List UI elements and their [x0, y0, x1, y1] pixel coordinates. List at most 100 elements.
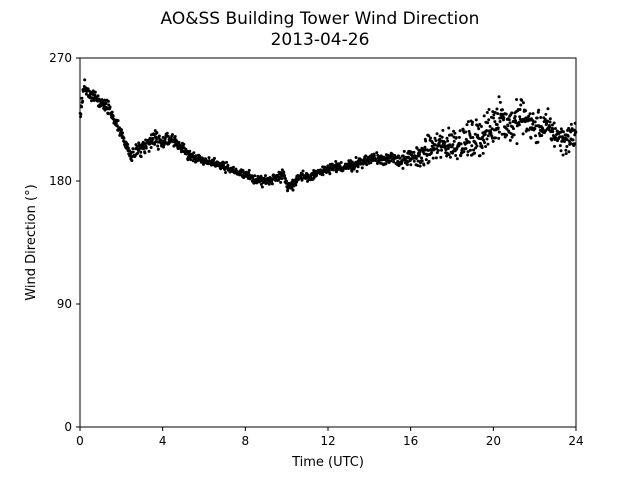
data-point	[558, 135, 562, 139]
data-point	[521, 101, 525, 105]
data-point	[153, 129, 157, 133]
data-point	[470, 123, 474, 126]
data-point	[427, 160, 431, 164]
data-point	[360, 166, 364, 170]
data-point	[414, 156, 418, 160]
data-point	[182, 142, 186, 146]
data-point	[434, 139, 438, 143]
data-point	[143, 151, 147, 155]
data-point	[155, 131, 159, 135]
data-point	[390, 152, 394, 156]
data-point	[149, 146, 153, 150]
data-point	[550, 123, 554, 127]
data-point	[259, 182, 263, 186]
data-point	[511, 127, 515, 131]
data-point	[531, 122, 535, 126]
data-point	[497, 136, 501, 140]
data-point	[198, 154, 202, 158]
data-point	[493, 120, 497, 124]
data-point	[554, 127, 558, 131]
data-point	[92, 98, 96, 102]
data-point	[433, 136, 437, 140]
data-point	[402, 149, 406, 153]
data-point	[96, 94, 100, 98]
data-point	[502, 116, 506, 120]
data-point	[389, 159, 393, 163]
data-point	[226, 163, 230, 167]
data-point	[437, 140, 441, 144]
data-point	[539, 115, 543, 119]
data-point	[484, 145, 488, 149]
data-point	[497, 95, 501, 99]
data-point	[495, 107, 499, 111]
x-tick-label: 16	[403, 434, 418, 448]
data-point	[483, 140, 487, 144]
data-point	[564, 152, 568, 156]
data-point	[446, 139, 450, 143]
data-point	[508, 138, 512, 142]
data-point	[519, 103, 523, 107]
data-point	[120, 128, 124, 132]
data-point	[453, 131, 457, 135]
data-point	[267, 182, 271, 186]
data-point	[542, 120, 546, 124]
data-point	[213, 156, 217, 160]
data-point	[126, 146, 130, 150]
y-tick-label: 180	[49, 174, 72, 188]
data-point	[426, 148, 430, 152]
data-point	[457, 135, 461, 139]
data-point	[523, 120, 527, 124]
data-point	[288, 183, 292, 187]
data-point	[487, 108, 491, 112]
data-point	[166, 134, 170, 138]
data-point	[225, 160, 229, 164]
data-point	[473, 132, 477, 136]
data-point	[104, 102, 108, 106]
data-point	[497, 130, 501, 134]
data-point	[468, 148, 472, 152]
data-point	[430, 144, 434, 148]
data-point	[464, 130, 468, 134]
data-point	[121, 131, 125, 135]
data-point	[552, 121, 556, 125]
data-point	[515, 142, 519, 146]
data-point	[300, 178, 304, 182]
data-point	[136, 151, 140, 155]
data-point	[446, 146, 450, 150]
data-point	[139, 150, 143, 154]
data-point	[416, 163, 420, 167]
y-tick-label: 90	[57, 297, 72, 311]
data-point	[486, 121, 490, 125]
data-point	[106, 99, 110, 103]
data-point	[444, 148, 448, 152]
data-point	[445, 136, 449, 140]
x-axis-ticks: 0 4 8 12 16 20 24	[76, 427, 584, 448]
data-point	[418, 164, 422, 168]
data-point	[97, 97, 101, 101]
data-point	[571, 138, 575, 142]
data-point	[548, 125, 552, 129]
data-point	[173, 134, 177, 138]
data-point	[470, 144, 474, 148]
data-point	[111, 114, 115, 118]
data-point	[440, 135, 444, 139]
data-point	[546, 119, 550, 123]
data-point	[485, 111, 489, 115]
data-point	[552, 144, 556, 148]
data-point	[572, 142, 576, 146]
data-point	[372, 153, 376, 157]
data-point	[147, 149, 151, 153]
data-point	[131, 147, 135, 151]
data-point	[467, 129, 471, 133]
x-tick-label: 12	[320, 434, 335, 448]
data-point	[364, 154, 368, 158]
data-point	[416, 159, 420, 163]
data-point	[467, 140, 471, 144]
data-point	[475, 144, 479, 148]
data-point	[438, 137, 442, 141]
data-point	[278, 176, 282, 180]
data-point	[263, 174, 267, 178]
data-point	[93, 93, 97, 97]
data-point	[534, 134, 538, 138]
data-point	[561, 130, 565, 134]
